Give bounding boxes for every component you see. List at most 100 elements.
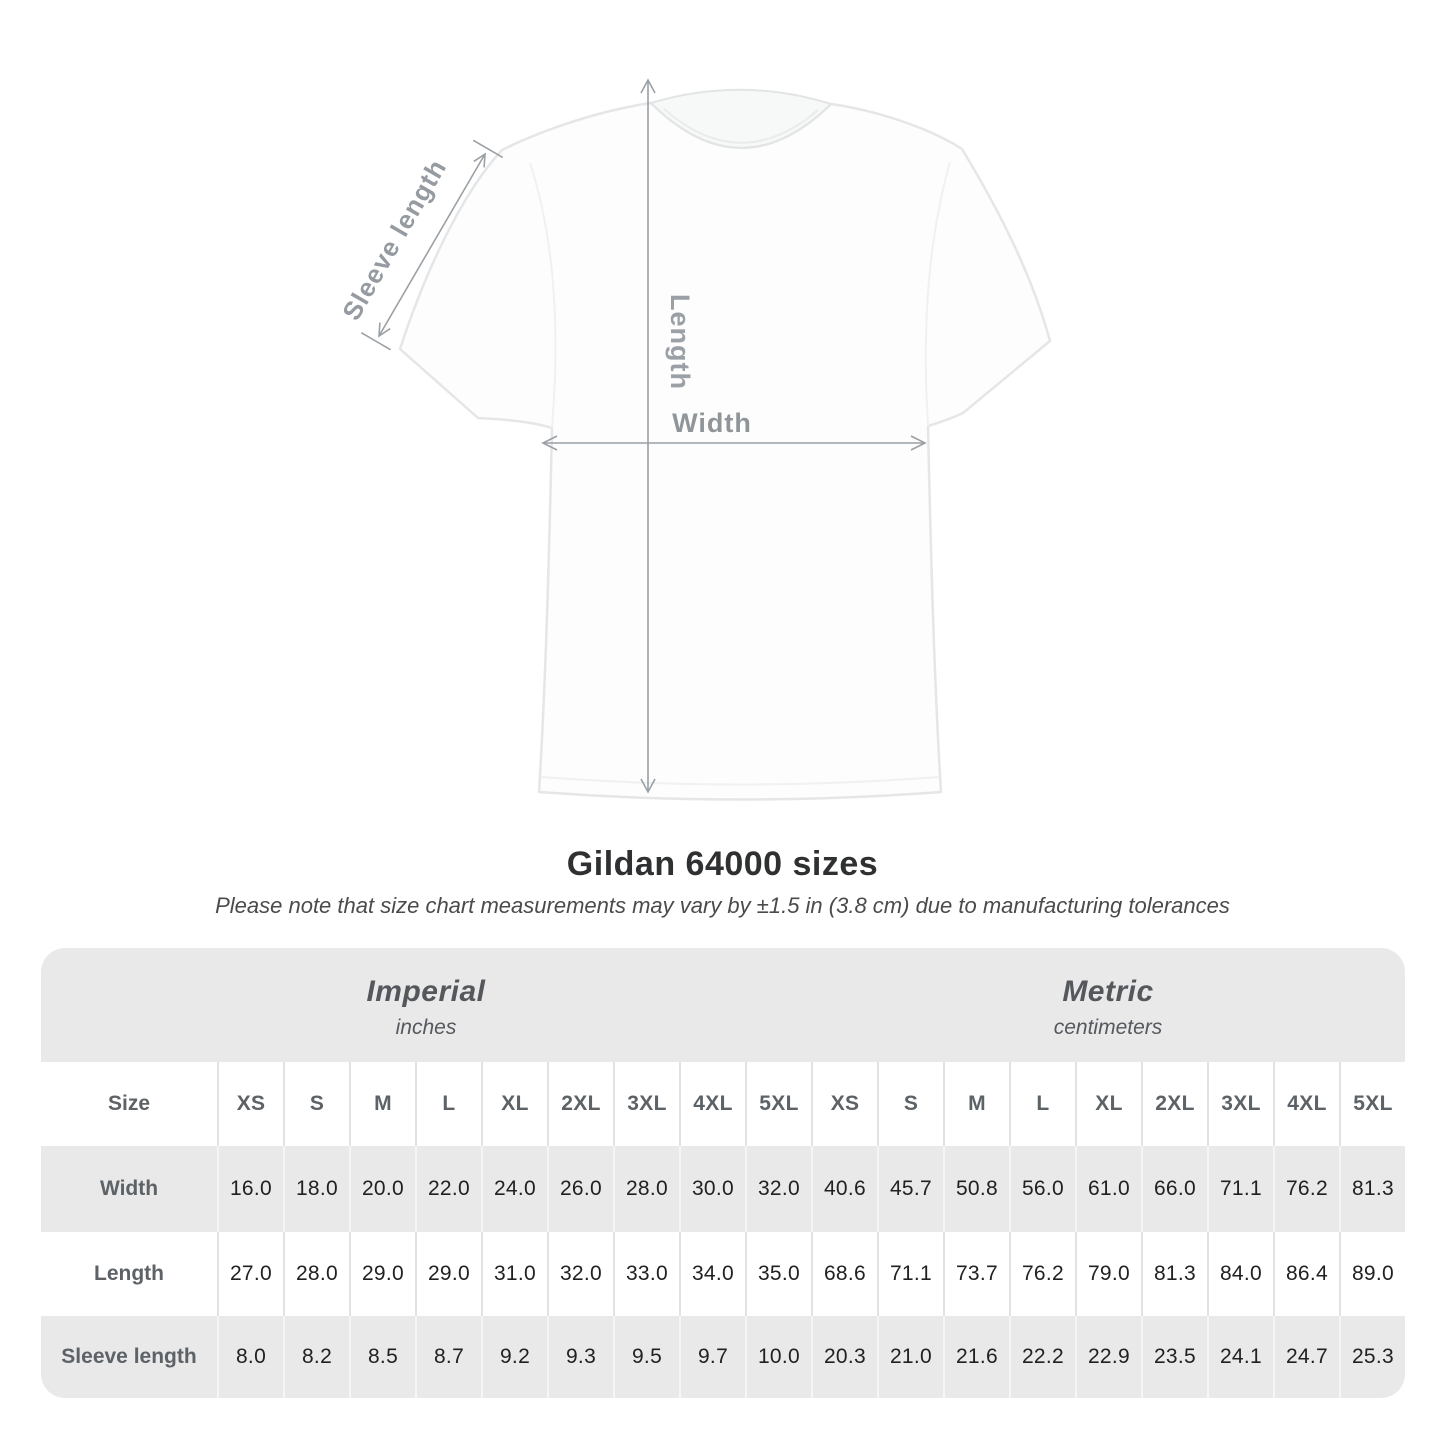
measurement-cell: 40.6 bbox=[811, 1146, 877, 1232]
measurement-cell: 79.0 bbox=[1075, 1232, 1141, 1316]
size-col-header: L bbox=[415, 1062, 481, 1146]
measurement-cell: 10.0 bbox=[745, 1316, 811, 1398]
measurement-cell: 8.7 bbox=[415, 1316, 481, 1398]
measurement-cell: 45.7 bbox=[877, 1146, 943, 1232]
sleeve-length-label: Sleeve length bbox=[336, 154, 452, 325]
measurement-cell: 89.0 bbox=[1339, 1232, 1405, 1316]
size-col-header: S bbox=[877, 1062, 943, 1146]
measurement-cell: 81.3 bbox=[1141, 1232, 1207, 1316]
measurement-cell: 30.0 bbox=[679, 1146, 745, 1232]
measurement-cell: 22.2 bbox=[1009, 1316, 1075, 1398]
measurement-cell: 73.7 bbox=[943, 1232, 1009, 1316]
measurement-cell: 24.7 bbox=[1273, 1316, 1339, 1398]
metric-title: Metric bbox=[1062, 974, 1154, 1008]
size-col-header: M bbox=[943, 1062, 1009, 1146]
measurement-cell: 9.2 bbox=[481, 1316, 547, 1398]
measurement-cell: 20.0 bbox=[349, 1146, 415, 1232]
measurement-cell: 33.0 bbox=[613, 1232, 679, 1316]
measurement-cell: 26.0 bbox=[547, 1146, 613, 1232]
left-sleeve-seam bbox=[529, 162, 557, 429]
measurement-cell: 71.1 bbox=[877, 1232, 943, 1316]
measurement-cell: 29.0 bbox=[415, 1232, 481, 1316]
measurement-cell: 32.0 bbox=[547, 1232, 613, 1316]
metric-unit: centimeters bbox=[1053, 1015, 1163, 1039]
size-col-header: 4XL bbox=[1273, 1062, 1339, 1146]
size-col-header: L bbox=[1009, 1062, 1075, 1146]
size-col-header: 4XL bbox=[679, 1062, 745, 1146]
measurement-cell: 22.0 bbox=[415, 1146, 481, 1232]
measurement-cell: 9.3 bbox=[547, 1316, 613, 1398]
measurement-cell: 56.0 bbox=[1009, 1146, 1075, 1232]
measurement-cell: 31.0 bbox=[481, 1232, 547, 1316]
measurement-cell: 84.0 bbox=[1207, 1232, 1273, 1316]
row-label-width: Width bbox=[99, 1177, 159, 1200]
measurement-cell: 9.7 bbox=[679, 1316, 745, 1398]
size-col-header: S bbox=[283, 1062, 349, 1146]
units-header-band: Imperial inches Metric centimeters bbox=[41, 948, 1405, 1062]
row-label-length: Length bbox=[94, 1262, 164, 1285]
measurement-cell: 8.5 bbox=[349, 1316, 415, 1398]
measurement-cell: 76.2 bbox=[1009, 1232, 1075, 1316]
measurement-cell: 8.0 bbox=[217, 1316, 283, 1398]
measurement-cell: 32.0 bbox=[745, 1146, 811, 1232]
measurement-cell: 81.3 bbox=[1339, 1146, 1405, 1232]
tshirt-outline bbox=[398, 101, 1052, 801]
size-col-header: XL bbox=[1075, 1062, 1141, 1146]
measurement-cell: 21.0 bbox=[877, 1316, 943, 1398]
measurement-cell: 28.0 bbox=[283, 1232, 349, 1316]
collar-rib-line bbox=[663, 108, 819, 144]
size-table: Imperial inches Metric centimeters Size … bbox=[41, 948, 1405, 1398]
measurement-cell: 86.4 bbox=[1273, 1232, 1339, 1316]
measurement-cell: 66.0 bbox=[1141, 1146, 1207, 1232]
imperial-title: Imperial bbox=[366, 974, 486, 1008]
measurement-cell: 25.3 bbox=[1339, 1316, 1405, 1398]
size-col-header: 3XL bbox=[1207, 1062, 1273, 1146]
size-col-header: XL bbox=[481, 1062, 547, 1146]
measurement-cell: 8.2 bbox=[283, 1316, 349, 1398]
tolerance-note: Please note that size chart measurements… bbox=[215, 893, 1230, 918]
hem-stitch-line bbox=[540, 776, 940, 786]
size-header-row: Size XS S M L XL 2XL 3XL 4XL 5XL XS S M L XL 2XL 3XL 4XL… bbox=[41, 1062, 1405, 1146]
size-col-header: M bbox=[349, 1062, 415, 1146]
metric-section-header: Metric centimeters bbox=[811, 948, 1405, 1062]
width-row: Width 16.0 18.0 20.0 22.0 24.0 26.0 28.0 30.0 32… bbox=[41, 1146, 1405, 1232]
sleeve-length-row: Sleeve length 8.0 8.2 8.5 8.7 9.2 9.3 9.5 9.7 10… bbox=[41, 1316, 1405, 1398]
measurement-cell: 20.3 bbox=[811, 1316, 877, 1398]
measurement-cell: 23.5 bbox=[1141, 1316, 1207, 1398]
measurement-cell: 29.0 bbox=[349, 1232, 415, 1316]
size-col-header: 2XL bbox=[1141, 1062, 1207, 1146]
measurement-cell: 61.0 bbox=[1075, 1146, 1141, 1232]
collar-opening bbox=[649, 88, 833, 149]
measurement-cell: 68.6 bbox=[811, 1232, 877, 1316]
right-sleeve-seam bbox=[924, 161, 951, 427]
size-col-header: XS bbox=[811, 1062, 877, 1146]
measurement-cell: 27.0 bbox=[217, 1232, 283, 1316]
size-col-header: XS bbox=[217, 1062, 283, 1146]
size-col-header: 5XL bbox=[745, 1062, 811, 1146]
width-arrow bbox=[541, 435, 927, 451]
measurement-cell: 24.0 bbox=[481, 1146, 547, 1232]
size-row-label: Size bbox=[107, 1092, 151, 1115]
imperial-section-header: Imperial inches bbox=[41, 948, 811, 1062]
length-arrow bbox=[640, 78, 656, 794]
measurement-cell: 76.2 bbox=[1273, 1146, 1339, 1232]
measurement-cell: 28.0 bbox=[613, 1146, 679, 1232]
measurement-cell: 21.6 bbox=[943, 1316, 1009, 1398]
size-col-header: 3XL bbox=[613, 1062, 679, 1146]
measurement-cell: 22.9 bbox=[1075, 1316, 1141, 1398]
measurement-cell: 50.8 bbox=[943, 1146, 1009, 1232]
page-title: Gildan 64000 sizes bbox=[566, 845, 879, 883]
row-label-sleeve-length: Sleeve length bbox=[61, 1345, 197, 1368]
length-label: Length bbox=[665, 294, 695, 390]
sleeve-length-arrow bbox=[360, 139, 504, 351]
size-col-header: 5XL bbox=[1339, 1062, 1405, 1146]
measurement-cell: 71.1 bbox=[1207, 1146, 1273, 1232]
size-col-header: 2XL bbox=[547, 1062, 613, 1146]
imperial-unit: inches bbox=[395, 1015, 457, 1039]
measurement-cell: 34.0 bbox=[679, 1232, 745, 1316]
measurement-cell: 9.5 bbox=[613, 1316, 679, 1398]
width-label: Width bbox=[672, 408, 752, 438]
measurement-cell: 24.1 bbox=[1207, 1316, 1273, 1398]
length-row: Length 27.0 28.0 29.0 29.0 31.0 32.0 33.0 34.0 3… bbox=[41, 1232, 1405, 1316]
